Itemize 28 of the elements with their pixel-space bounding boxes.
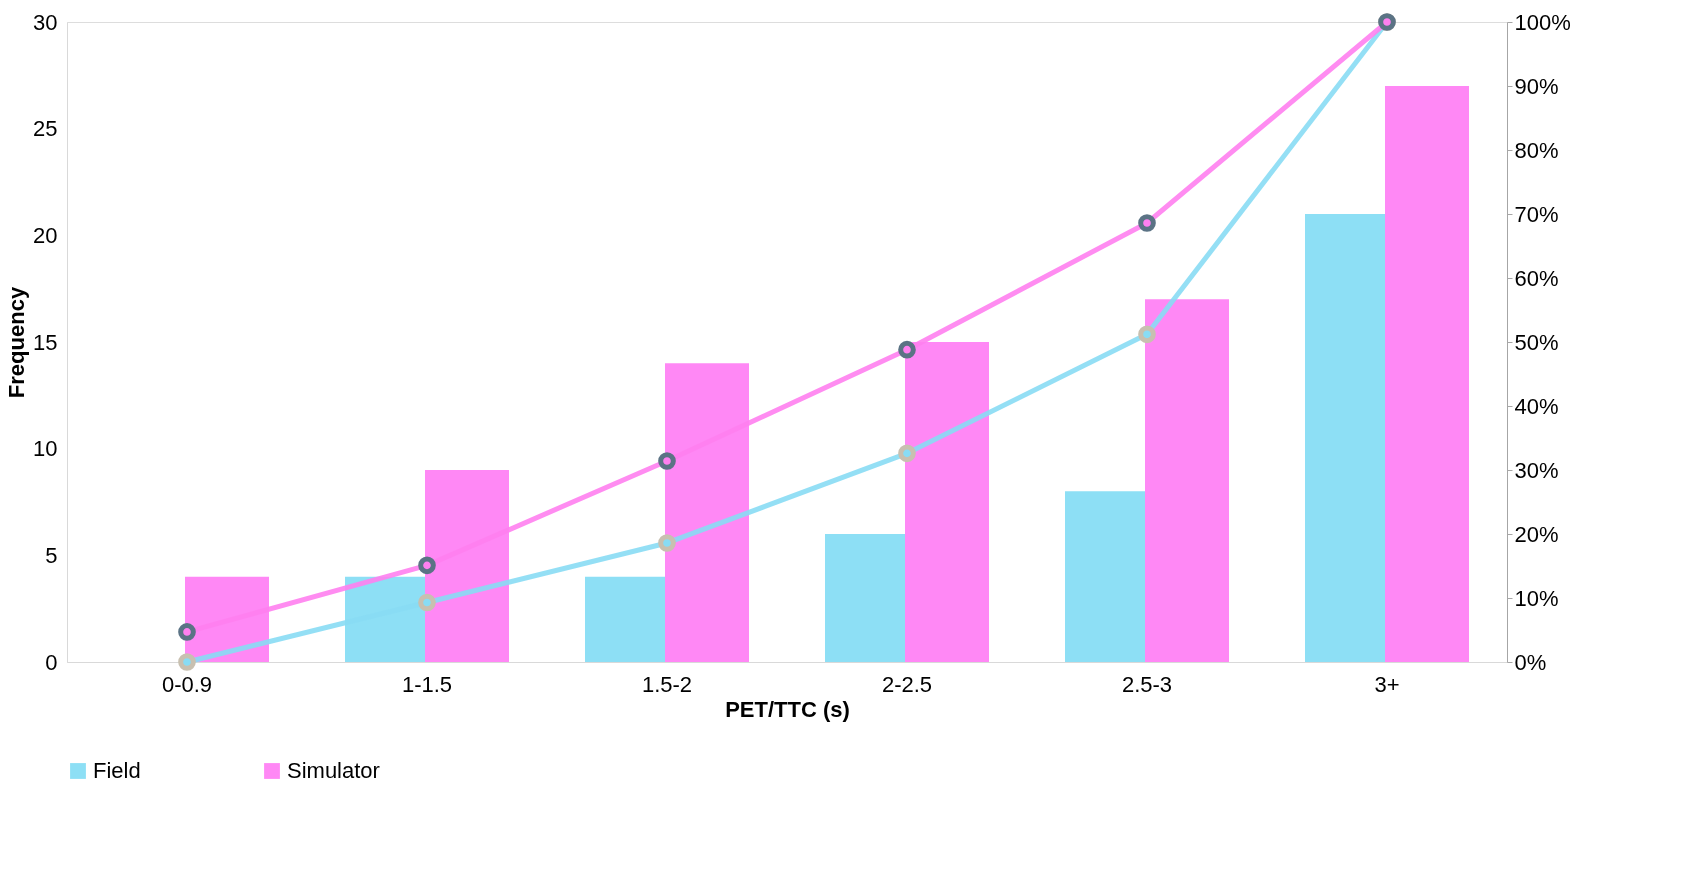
y-tick-label: 30 [33, 9, 58, 35]
x-tick-label: 3+ [1374, 671, 1400, 697]
y2-tick-label: 70% [1514, 201, 1559, 227]
y2-tick-label: 30% [1514, 457, 1559, 483]
x-axis-title: PET/TTC (s) [725, 696, 850, 722]
y2-tick-label: 0% [1514, 649, 1547, 675]
y2-tick-label: 100% [1514, 9, 1571, 35]
x-tick-label: 1-1.5 [401, 671, 453, 697]
y-tick-label: 5 [45, 542, 58, 568]
y2-tick-label: 60% [1514, 265, 1559, 291]
y-tick-label: 20 [33, 222, 58, 248]
x-tick-label: 0-0.9 [161, 671, 213, 697]
y2-tick-label: 20% [1514, 521, 1559, 547]
y-tick-label: 15 [33, 329, 58, 355]
y2-tick-label: 80% [1514, 137, 1559, 163]
y2-tick-label: 40% [1514, 393, 1559, 419]
legend-label: Field [93, 758, 141, 783]
y-tick-label: 10 [33, 436, 58, 462]
y-tick-label: 25 [33, 116, 58, 142]
y-axis-title: Frequency [4, 286, 30, 399]
y-tick-label: 0 [45, 649, 58, 675]
x-tick-label: 2.5-3 [1121, 671, 1173, 697]
legend-label: Simulator [287, 758, 380, 783]
y2-tick-label: 10% [1514, 585, 1559, 611]
y2-tick-label: 50% [1514, 329, 1559, 355]
y2-tick-label: 90% [1514, 73, 1559, 99]
x-tick-label: 2-2.5 [881, 671, 933, 697]
x-tick-label: 1.5-2 [641, 671, 693, 697]
